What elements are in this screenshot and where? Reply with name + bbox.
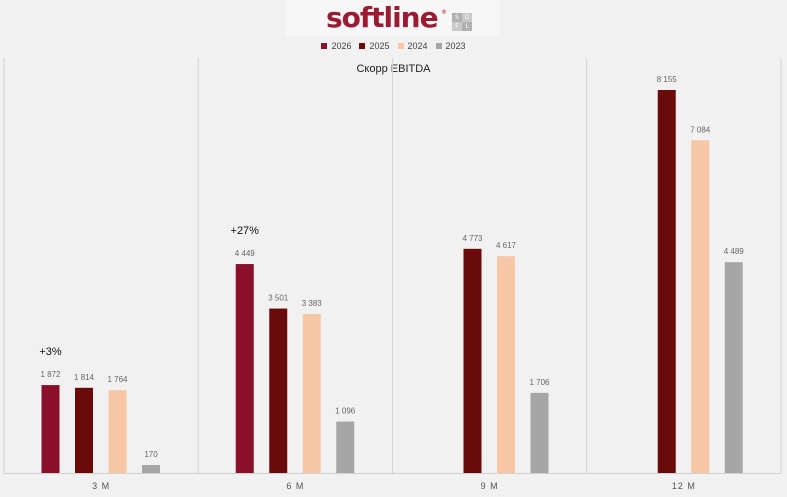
data-label: 4 489 — [724, 247, 745, 256]
legend-label: 2026 — [331, 41, 352, 51]
data-label: 3 501 — [268, 294, 289, 303]
growth-annotation: +27% — [231, 225, 260, 237]
chart-title: Скорр EBITDA — [356, 63, 431, 75]
bar-2025 — [657, 90, 676, 473]
data-label: 4 449 — [235, 249, 256, 258]
bar-2024 — [108, 390, 127, 473]
data-label: 170 — [144, 450, 158, 459]
data-label: 3 383 — [302, 299, 323, 308]
logo-grid-letter: F — [452, 22, 462, 31]
bar-2024 — [497, 256, 515, 473]
data-label: 4 617 — [496, 241, 517, 250]
data-label: 1 706 — [529, 378, 550, 387]
legend-item-2024: 2024 — [397, 41, 428, 51]
legend-item-2026: 2026 — [321, 41, 351, 51]
bar-2023 — [142, 465, 160, 473]
legend-label: 2024 — [407, 41, 428, 51]
bar-2024 — [302, 314, 321, 473]
logo-grid-letter: S — [452, 13, 462, 22]
bar-2023 — [530, 392, 549, 473]
registered-mark: ® — [441, 9, 447, 16]
data-label: 1 096 — [335, 407, 356, 416]
legend-item-2025: 2025 — [359, 41, 390, 51]
bar-2026 — [41, 385, 60, 473]
softline-logo: softline — [326, 1, 439, 34]
bar-2025 — [269, 308, 288, 473]
logo-grid-letter: L — [462, 22, 472, 31]
logo-grid-letter: O — [462, 13, 472, 22]
bar-2023 — [724, 262, 743, 473]
legend-label: 2025 — [369, 41, 390, 51]
data-label: 7 084 — [690, 125, 711, 134]
bar-2023 — [336, 421, 355, 473]
growth-annotation: +3% — [39, 346, 62, 358]
x-tick-label: 9 M — [481, 481, 499, 491]
chart-legend: 2026 2025 2024 2023 — [0, 40, 787, 52]
logo-grid-icon: S O F L — [452, 13, 472, 31]
data-label: 1 814 — [74, 373, 95, 382]
legend-swatch — [397, 43, 404, 49]
legend-swatch — [435, 43, 442, 49]
bar-2025 — [463, 248, 482, 473]
data-label: 1 872 — [40, 370, 61, 379]
legend-swatch — [321, 43, 328, 49]
legend-swatch — [359, 43, 366, 49]
bar-2025 — [75, 387, 93, 473]
data-label: 4 773 — [462, 234, 483, 243]
bar-2026 — [235, 264, 254, 473]
legend-item-2023: 2023 — [435, 41, 466, 51]
bar-2024 — [691, 140, 710, 474]
legend-label: 2023 — [445, 41, 466, 51]
x-tick-label: 3 M — [92, 481, 110, 491]
data-label: 1 764 — [107, 375, 128, 384]
x-tick-label: 12 M — [672, 481, 696, 491]
data-label: 8 155 — [657, 75, 678, 84]
x-tick-label: 6 M — [286, 481, 304, 491]
